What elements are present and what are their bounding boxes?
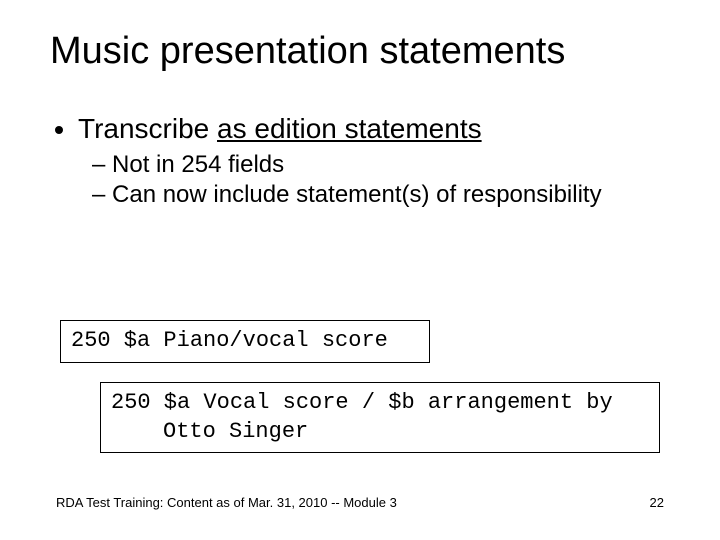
slide-title: Music presentation statements: [50, 30, 670, 73]
slide-number: 22: [650, 495, 664, 510]
bullet-list-level2: Not in 254 fields Can now include statem…: [78, 151, 670, 209]
slide-container: Music presentation statements Transcribe…: [0, 0, 720, 540]
code-box-2-line2: Otto Singer: [111, 418, 649, 447]
sub-bullet-1: Not in 254 fields: [92, 151, 670, 179]
bullet1-underlined: as edition statements: [217, 113, 482, 144]
code-box-2: 250 $a Vocal score / $b arrangement by O…: [100, 382, 660, 453]
code-box-1-text: 250 $a Piano/vocal score: [71, 327, 419, 356]
bullet-list-level1: Transcribe as edition statements Not in …: [50, 113, 670, 209]
sub-bullet-2: Can now include statement(s) of responsi…: [92, 181, 670, 209]
footer-left-text: RDA Test Training: Content as of Mar. 31…: [56, 495, 397, 510]
bullet1-prefix: Transcribe: [78, 113, 217, 144]
code-box-1: 250 $a Piano/vocal score: [60, 320, 430, 363]
code-box-2-line1: 250 $a Vocal score / $b arrangement by: [111, 389, 649, 418]
bullet-item-1: Transcribe as edition statements Not in …: [78, 113, 670, 209]
